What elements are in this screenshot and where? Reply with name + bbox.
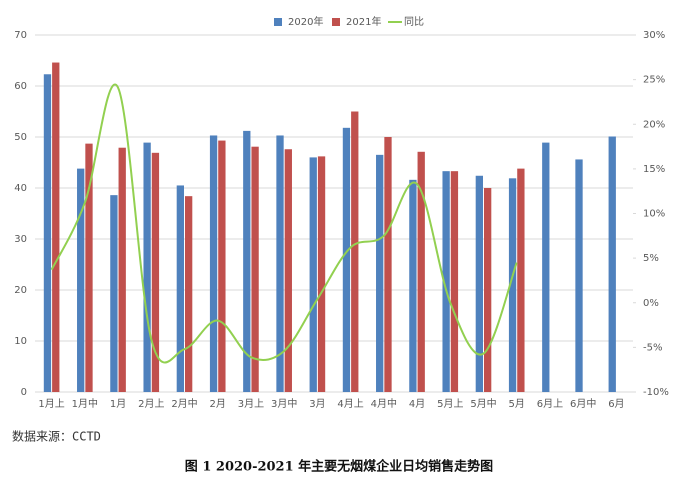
- x-tick-label: 3月中: [271, 397, 297, 410]
- bar: [43, 74, 52, 393]
- y2-tick-label: 30%: [643, 30, 665, 41]
- bar: [176, 185, 184, 392]
- y2-tick-label: -5%: [643, 342, 662, 353]
- x-tick-label: 3月上: [238, 398, 264, 410]
- bar: [276, 135, 284, 392]
- line: [50, 83, 518, 364]
- y-tick-label: 10: [14, 336, 27, 347]
- legend-label: 2020年: [288, 15, 323, 28]
- y-tick-label: 60: [14, 81, 27, 92]
- bar: [450, 171, 459, 392]
- y2-tick-label: 25%: [643, 75, 665, 86]
- x-tick-label: 5月: [509, 398, 525, 410]
- source-note: 数据来源：CCTD: [12, 429, 101, 444]
- bar: [342, 127, 351, 392]
- bar: [85, 143, 93, 392]
- bar: [442, 171, 450, 392]
- y2-tick-label: -10%: [643, 387, 669, 398]
- bar: [52, 62, 60, 392]
- bar: [309, 157, 317, 392]
- y-tick-label: 0: [21, 387, 27, 398]
- bar: [218, 140, 226, 392]
- y-tick-label: 50: [14, 132, 27, 143]
- y-tick-label: 20: [14, 285, 27, 296]
- bar: [475, 175, 483, 392]
- y2-tick-label: 5%: [643, 253, 659, 264]
- y-tick-label: 30: [14, 234, 27, 245]
- y2-tick-label: 20%: [643, 119, 665, 130]
- legend-swatch: [332, 18, 340, 26]
- x-tick-label: 1月: [110, 398, 126, 410]
- x-tick-label: 6月中: [570, 397, 596, 410]
- bar: [508, 178, 517, 392]
- bar: [575, 159, 583, 392]
- x-tick-label: 6月: [608, 398, 624, 410]
- bar: [384, 137, 392, 392]
- bar: [542, 142, 550, 392]
- y2-tick-label: 15%: [643, 164, 665, 175]
- bar: [517, 168, 525, 392]
- bar: [118, 147, 126, 392]
- x-tick-label: 2月中: [171, 397, 197, 410]
- x-tick-label: 4月中: [371, 397, 397, 410]
- x-tick-label: 2月上: [138, 398, 164, 410]
- y-tick-label: 40: [14, 183, 27, 194]
- x-tick-label: 5月上: [437, 398, 463, 410]
- x-tick-label: 4月: [409, 398, 425, 410]
- x-tick-label: 5月中: [470, 397, 496, 410]
- legend-label: 同比: [404, 16, 424, 28]
- bar: [77, 168, 85, 392]
- bar: [409, 179, 417, 392]
- x-tick-label: 1月上: [38, 398, 64, 410]
- legend-label: 2021年: [346, 15, 381, 28]
- x-tick-label: 1月中: [72, 397, 98, 410]
- bar: [251, 146, 259, 392]
- bar: [151, 152, 160, 392]
- y-tick-label: 70: [14, 30, 27, 41]
- y2-tick-label: 10%: [643, 209, 665, 220]
- bar: [243, 130, 251, 392]
- bar: [484, 188, 492, 392]
- y2-tick-label: 0%: [643, 298, 659, 309]
- bar: [143, 142, 151, 392]
- legend-swatch: [274, 18, 282, 26]
- x-tick-label: 6月上: [537, 398, 563, 410]
- bar: [608, 136, 616, 392]
- bar: [209, 135, 218, 392]
- bar: [185, 196, 193, 392]
- chart-caption: 图 1 2020-2021 年主要无烟煤企业日均销售走势图: [185, 459, 493, 475]
- bar: [317, 156, 326, 392]
- x-tick-label: 4月上: [337, 398, 363, 410]
- x-tick-label: 2月: [210, 398, 226, 410]
- bar: [284, 149, 292, 392]
- bar: [417, 151, 425, 392]
- x-tick-label: 3月: [309, 398, 325, 410]
- bar: [351, 111, 359, 392]
- bar: [376, 154, 384, 392]
- bar: [110, 195, 118, 392]
